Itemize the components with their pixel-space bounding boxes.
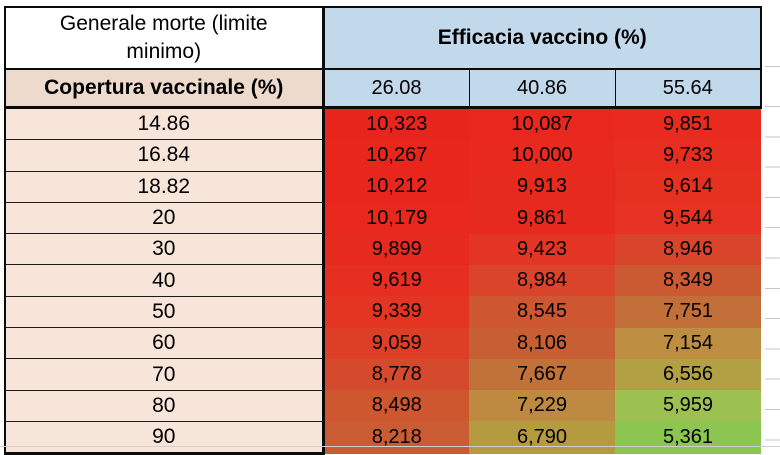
right-margin-gridlines bbox=[765, 106, 780, 444]
corner-title: Generale morte (limite minimo) bbox=[59, 11, 268, 63]
data-cell[interactable]: 8,545 bbox=[469, 296, 615, 328]
row-label-cell[interactable]: 30 bbox=[4, 233, 325, 266]
bottom-margin-gridline bbox=[0, 446, 780, 447]
table-row: 18.82 10,212 9,913 9,614 bbox=[4, 171, 762, 203]
data-cell[interactable]: 9,899 bbox=[323, 233, 469, 265]
row-axis-title: Copertura vaccinale (%) bbox=[44, 76, 284, 99]
table-row: 80 8,498 7,229 5,959 bbox=[4, 390, 762, 422]
corner-title-cell[interactable]: Generale morte (limite minimo) bbox=[4, 6, 325, 70]
data-cell[interactable]: 6,556 bbox=[615, 358, 762, 391]
table-row: 40 9,619 8,984 8,349 bbox=[4, 264, 762, 297]
data-cell[interactable]: 10,087 bbox=[469, 107, 615, 140]
data-cell[interactable]: 8,946 bbox=[615, 233, 762, 265]
table-row: 30 9,899 9,423 8,946 bbox=[4, 233, 762, 266]
row-label-cell[interactable]: 14.86 bbox=[4, 107, 325, 141]
data-cell[interactable]: 9,339 bbox=[323, 296, 469, 328]
row-axis-title-cell[interactable]: Copertura vaccinale (%) bbox=[4, 69, 325, 109]
table-row: 70 8,778 7,667 6,556 bbox=[4, 358, 762, 391]
data-cell[interactable]: 9,619 bbox=[323, 264, 469, 297]
table-row: 90 8,218 6,790 5,361 bbox=[4, 421, 762, 455]
col-header-value: 55.64 bbox=[662, 76, 713, 99]
col-header-cell[interactable]: 26.08 bbox=[322, 69, 469, 109]
table-row: 16.84 10,267 10,000 9,733 bbox=[4, 139, 762, 172]
header-row-2: Copertura vaccinale (%) 26.08 40.86 55.6… bbox=[4, 69, 763, 109]
data-cell[interactable]: 8,984 bbox=[469, 264, 615, 297]
sensitivity-table: Generale morte (limite minimo) Efficacia… bbox=[4, 6, 763, 455]
row-label-cell[interactable]: 20 bbox=[4, 202, 325, 235]
data-cell[interactable]: 5,959 bbox=[615, 390, 762, 422]
row-label-cell[interactable]: 40 bbox=[4, 264, 325, 297]
data-cell[interactable]: 6,790 bbox=[469, 421, 615, 454]
data-cell[interactable]: 9,059 bbox=[323, 327, 469, 359]
data-cell[interactable]: 8,349 bbox=[615, 264, 762, 297]
data-cell[interactable]: 9,861 bbox=[469, 202, 615, 234]
col-header-cell[interactable]: 55.64 bbox=[614, 69, 763, 109]
row-label-cell[interactable]: 16.84 bbox=[4, 139, 325, 172]
data-cell[interactable]: 8,778 bbox=[323, 358, 469, 391]
data-cell[interactable]: 10,267 bbox=[323, 139, 469, 172]
data-cell[interactable]: 9,851 bbox=[615, 107, 762, 140]
col-axis-title: Efficacia vaccino (%) bbox=[437, 26, 647, 49]
row-label-cell[interactable]: 50 bbox=[4, 296, 325, 329]
gridline-tick bbox=[765, 66, 780, 67]
data-cell[interactable]: 9,614 bbox=[615, 171, 762, 203]
data-cell[interactable]: 7,667 bbox=[469, 358, 615, 391]
col-header-value: 40.86 bbox=[516, 76, 568, 99]
data-cell[interactable]: 9,913 bbox=[469, 171, 615, 203]
col-axis-title-cell[interactable]: Efficacia vaccino (%) bbox=[323, 6, 763, 70]
data-cell[interactable]: 7,154 bbox=[615, 327, 762, 359]
table-row: 14.86 10,323 10,087 9,851 bbox=[4, 107, 762, 141]
data-cell[interactable]: 8,498 bbox=[323, 390, 469, 422]
data-cell[interactable]: 8,218 bbox=[323, 421, 469, 454]
data-cell[interactable]: 7,751 bbox=[615, 296, 762, 328]
data-cell[interactable]: 5,361 bbox=[615, 421, 762, 454]
data-cell[interactable]: 8,106 bbox=[469, 327, 615, 359]
spreadsheet-area: Generale morte (limite minimo) Efficacia… bbox=[4, 6, 763, 455]
row-label-cell[interactable]: 60 bbox=[4, 327, 325, 360]
col-header-value: 26.08 bbox=[371, 76, 422, 99]
col-header-cell[interactable]: 40.86 bbox=[468, 69, 615, 109]
data-cell[interactable]: 10,000 bbox=[469, 139, 615, 172]
table-row: 20 10,179 9,861 9,544 bbox=[4, 202, 762, 235]
row-label-cell[interactable]: 80 bbox=[4, 390, 325, 422]
table-body: 14.86 10,323 10,087 9,851 16.84 10,267 10,000 9… bbox=[4, 107, 762, 455]
data-cell[interactable]: 10,179 bbox=[323, 202, 469, 234]
data-cell[interactable]: 9,423 bbox=[469, 233, 615, 265]
data-cell[interactable]: 9,544 bbox=[615, 202, 762, 234]
data-cell[interactable]: 10,212 bbox=[323, 171, 469, 203]
table-row: 50 9,339 8,545 7,751 bbox=[4, 296, 762, 329]
row-label-cell[interactable]: 90 bbox=[4, 421, 325, 455]
table-row: 60 9,059 8,106 7,154 bbox=[4, 327, 762, 360]
header-row-1: Generale morte (limite minimo) Efficacia… bbox=[4, 6, 763, 70]
data-cell[interactable]: 7,229 bbox=[469, 390, 615, 422]
row-label-cell[interactable]: 70 bbox=[4, 358, 325, 391]
data-cell[interactable]: 10,323 bbox=[323, 107, 469, 140]
data-cell[interactable]: 9,733 bbox=[615, 139, 762, 172]
row-label-cell[interactable]: 18.82 bbox=[4, 171, 325, 203]
